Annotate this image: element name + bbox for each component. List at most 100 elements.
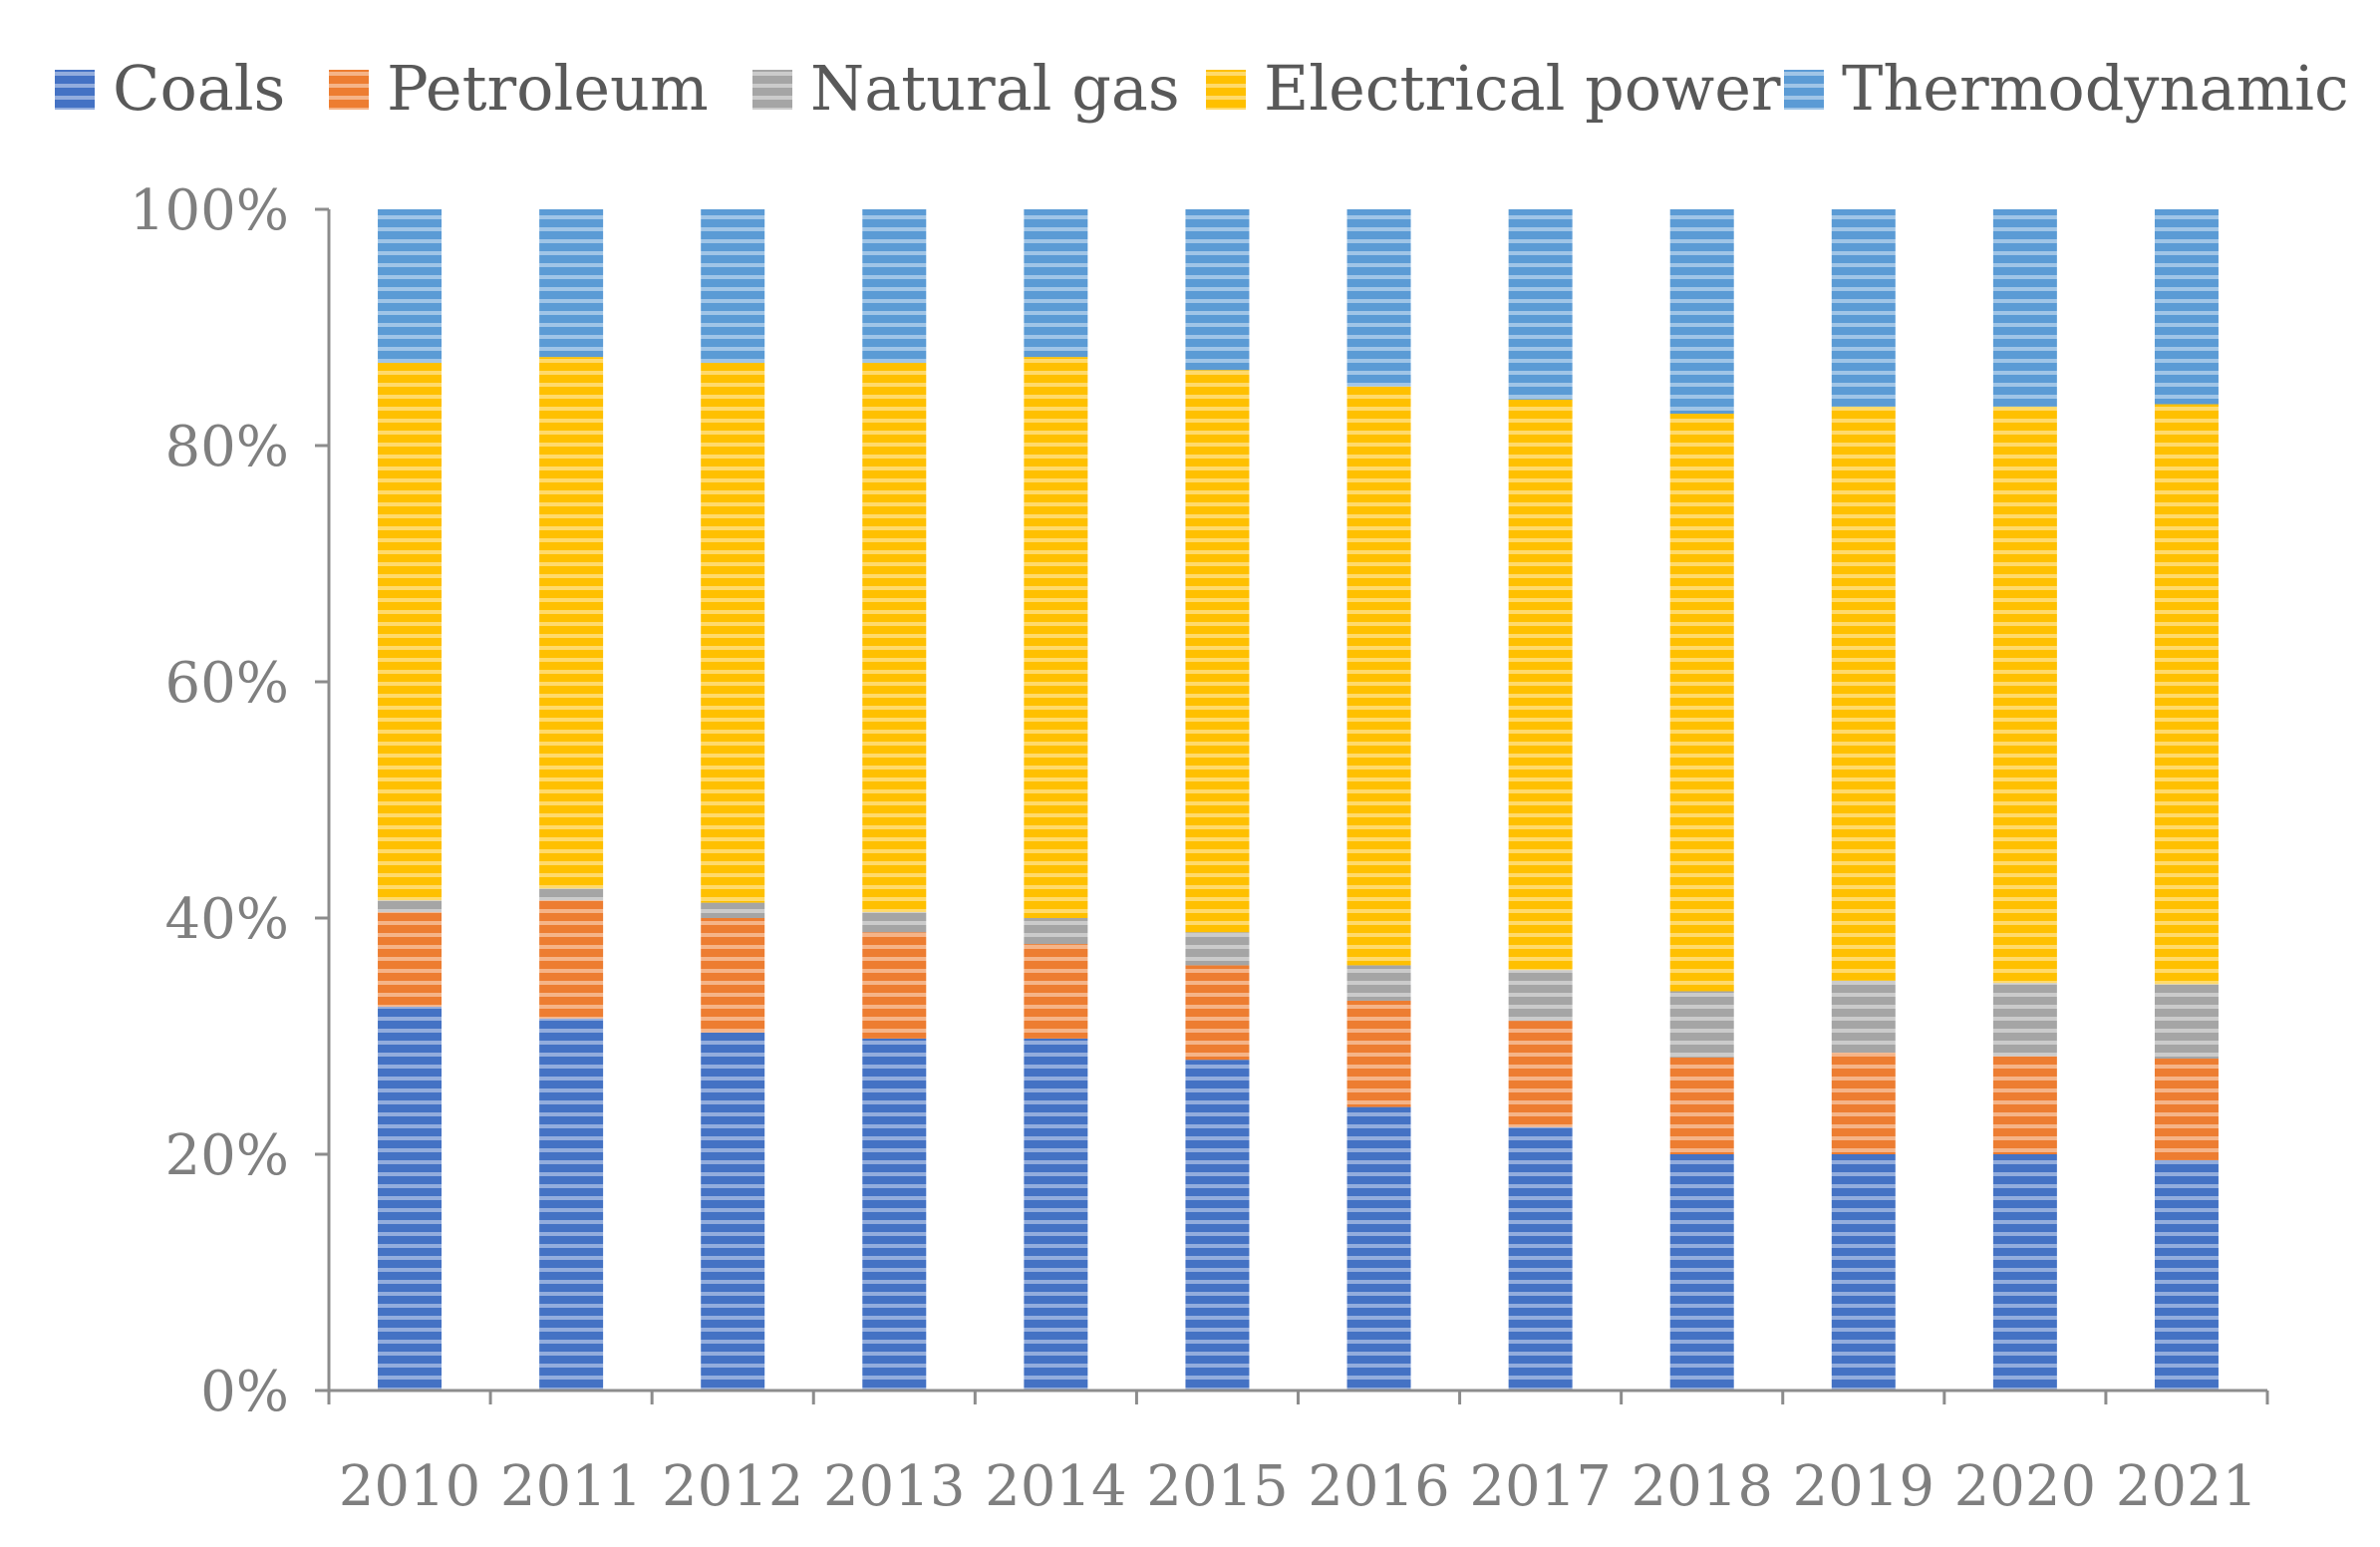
- legend-item-coals: Coals: [55, 52, 285, 125]
- bar-coals-2018: [1669, 1154, 1734, 1391]
- bar-electrical-power-2021: [2154, 404, 2219, 985]
- bar-petroleum-2012: [701, 918, 765, 1033]
- bar-natural-gas-2011: [539, 888, 604, 901]
- bar-thermodynamic-2012: [701, 209, 765, 364]
- x-tick-label-2020: 2020: [1954, 1454, 2097, 1519]
- bar-electrical-power-2017: [1508, 399, 1573, 971]
- legend-label-electrical-power: Electrical power: [1264, 52, 1781, 125]
- bar-stack-2010: [378, 209, 443, 1391]
- bar-coals-2011: [539, 1018, 604, 1391]
- bar-stack-2020: [1992, 209, 2057, 1391]
- bar-petroleum-2019: [1831, 1053, 1896, 1154]
- legend: Coals Petroleum Natural gas Electrical powe…: [55, 52, 2349, 125]
- bar-thermodynamic-2017: [1508, 209, 1573, 400]
- bar-thermodynamic-2015: [1185, 209, 1250, 371]
- bar-coals-2021: [2154, 1159, 2219, 1391]
- x-tick-label-2011: 2011: [500, 1454, 643, 1519]
- bar-natural-gas-2018: [1669, 991, 1734, 1058]
- legend-label-thermodynamic: Thermodynamic: [1842, 52, 2349, 125]
- y-tick-label-2: 40%: [165, 887, 289, 952]
- x-tick-label-2021: 2021: [2116, 1454, 2258, 1519]
- bar-electrical-power-2014: [1024, 357, 1088, 918]
- bar-electrical-power-2013: [862, 363, 927, 913]
- bar-coals-2013: [862, 1038, 927, 1391]
- legend-swatch-coals: [55, 70, 95, 110]
- x-tick-label-2014: 2014: [985, 1454, 1127, 1519]
- bar-natural-gas-2021: [2154, 984, 2219, 1060]
- legend-item-electrical-power: Electrical power: [1206, 52, 1781, 125]
- bar-thermodynamic-2020: [1992, 209, 2057, 407]
- bar-thermodynamic-2018: [1669, 209, 1734, 415]
- x-tick-label-2012: 2012: [662, 1454, 804, 1519]
- y-axis-tick-labels: 0% 20% 40% 60% 80% 100%: [130, 178, 289, 1424]
- bar-petroleum-2018: [1669, 1057, 1734, 1154]
- y-tick-label-4: 80%: [165, 415, 289, 479]
- x-tick-label-2010: 2010: [339, 1454, 481, 1519]
- bar-coals-2020: [1992, 1154, 2057, 1391]
- bar-thermodynamic-2013: [862, 209, 927, 364]
- bar-natural-gas-2012: [701, 902, 765, 918]
- bar-coals-2016: [1346, 1106, 1411, 1391]
- legend-swatch-electrical-power: [1206, 70, 1246, 110]
- bar-petroleum-2017: [1508, 1021, 1573, 1127]
- bar-natural-gas-2013: [862, 912, 927, 933]
- bar-petroleum-2014: [1024, 944, 1088, 1039]
- bar-stack-2015: [1185, 209, 1250, 1391]
- x-tick-label-2013: 2013: [823, 1454, 966, 1519]
- bar-coals-2017: [1508, 1126, 1573, 1391]
- bar-stack-2013: [862, 209, 927, 1391]
- bar-petroleum-2011: [539, 900, 604, 1019]
- y-tick-label-3: 60%: [165, 651, 289, 716]
- legend-item-thermodynamic: Thermodynamic: [1784, 52, 2349, 125]
- y-tick-label-0: 0%: [200, 1360, 289, 1424]
- legend-label-natural-gas: Natural gas: [810, 52, 1180, 125]
- bar-thermodynamic-2016: [1346, 209, 1411, 387]
- bar-thermodynamic-2011: [539, 209, 604, 358]
- bar-electrical-power-2016: [1346, 386, 1411, 966]
- legend-item-natural-gas: Natural gas: [752, 52, 1180, 125]
- bar-coals-2019: [1831, 1154, 1896, 1391]
- legend-swatch-natural-gas: [752, 70, 792, 110]
- bar-coals-2010: [378, 1006, 443, 1391]
- bar-electrical-power-2019: [1831, 406, 1896, 981]
- bar-electrical-power-2018: [1669, 414, 1734, 992]
- bar-natural-gas-2020: [1992, 983, 2057, 1057]
- y-tick-label-5: 100%: [130, 178, 289, 243]
- legend-swatch-petroleum: [329, 70, 369, 110]
- bar-stack-2012: [701, 209, 765, 1391]
- bar-electrical-power-2015: [1185, 370, 1250, 933]
- bar-natural-gas-2014: [1024, 918, 1088, 945]
- bar-petroleum-2016: [1346, 1000, 1411, 1107]
- bar-stack-2019: [1831, 209, 1896, 1391]
- bar-natural-gas-2010: [378, 900, 443, 913]
- x-tick-label-2019: 2019: [1793, 1454, 1935, 1519]
- bar-electrical-power-2010: [378, 363, 443, 901]
- bar-thermodynamic-2019: [1831, 209, 1896, 407]
- axes: [315, 207, 2269, 1404]
- bar-coals-2012: [701, 1032, 765, 1391]
- legend-label-petroleum: Petroleum: [387, 52, 709, 125]
- bar-stack-2018: [1669, 209, 1734, 1391]
- x-axis-tick-labels: 2010 2011 2012 2013 2014 2015 2016 2017 2018 2019…: [339, 1454, 2257, 1519]
- bar-thermodynamic-2021: [2154, 209, 2219, 405]
- legend-label-coals: Coals: [113, 52, 285, 125]
- bar-stack-2014: [1024, 209, 1088, 1391]
- bar-thermodynamic-2014: [1024, 209, 1088, 358]
- bar-natural-gas-2019: [1831, 980, 1896, 1054]
- x-tick-label-2018: 2018: [1631, 1454, 1773, 1519]
- bar-stack-2011: [539, 209, 604, 1391]
- bar-petroleum-2020: [1992, 1056, 2057, 1154]
- bar-petroleum-2015: [1185, 965, 1250, 1061]
- bar-natural-gas-2016: [1346, 965, 1411, 1001]
- bar-coals-2015: [1185, 1060, 1250, 1391]
- bar-stack-2021: [2154, 209, 2219, 1391]
- legend-item-petroleum: Petroleum: [329, 52, 709, 125]
- bar-petroleum-2021: [2154, 1059, 2219, 1160]
- x-tick-label-2017: 2017: [1469, 1454, 1612, 1519]
- bar-natural-gas-2015: [1185, 932, 1250, 966]
- x-tick-label-2015: 2015: [1146, 1454, 1289, 1519]
- legend-swatch-thermodynamic: [1784, 70, 1824, 110]
- bar-petroleum-2013: [862, 932, 927, 1039]
- y-tick-label-1: 20%: [165, 1123, 289, 1188]
